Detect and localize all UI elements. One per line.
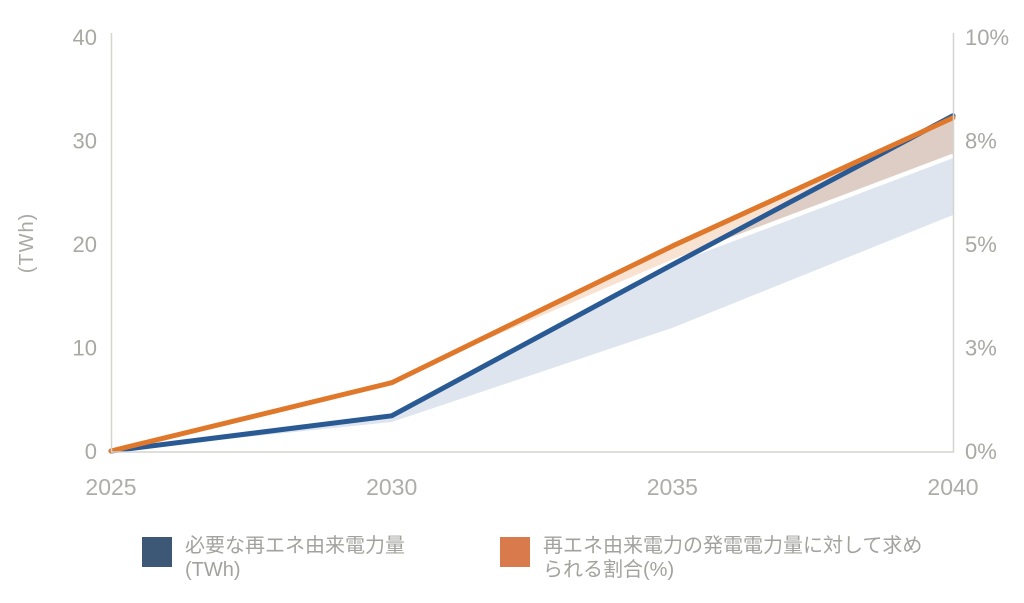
blue-series-band — [111, 115, 953, 451]
right-axis-tick-label: 3% — [965, 336, 997, 361]
right-axis-tick-label: 8% — [965, 129, 997, 154]
right-axis-tick-label: 0% — [965, 439, 997, 464]
left-axis-tick-label: 40 — [73, 25, 97, 50]
x-axis-tick-label: 2030 — [366, 474, 417, 500]
left-axis-tick-label: 20 — [73, 232, 97, 257]
right-axis-tick-label: 10% — [965, 25, 1009, 50]
blue-series-line — [108, 113, 956, 454]
x-axis-tick-label: 2035 — [647, 474, 698, 500]
left-axis-tick-label: 0 — [85, 439, 97, 464]
x-axis-tick-label: 2040 — [927, 474, 978, 500]
left-axis-tick-label: 10 — [73, 336, 97, 361]
y-axis-title: (TWh) — [16, 213, 38, 274]
right-axis-tick-label: 5% — [965, 232, 997, 257]
left-axis-tick-label: 30 — [73, 129, 97, 154]
orange-series-line — [108, 115, 956, 454]
orange-series-band — [111, 117, 953, 451]
x-axis-tick-label: 2025 — [85, 474, 136, 500]
band-edge-highlight — [390, 153, 954, 385]
